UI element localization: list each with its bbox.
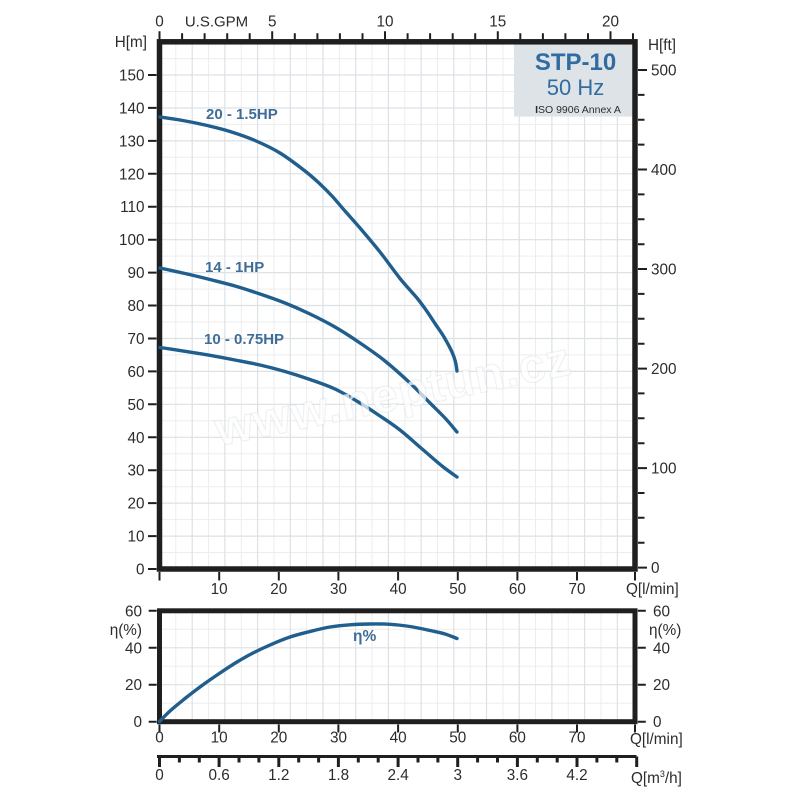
svg-text:Q[l/min]: Q[l/min] <box>626 581 679 598</box>
svg-text:90: 90 <box>127 265 144 282</box>
svg-text:0: 0 <box>651 560 660 577</box>
svg-text:60: 60 <box>509 730 526 747</box>
svg-text:14 - 1HP: 14 - 1HP <box>205 259 264 276</box>
svg-text:100: 100 <box>119 232 145 249</box>
svg-text:50: 50 <box>127 397 144 414</box>
svg-text:10 - 0.75HP: 10 - 0.75HP <box>204 331 284 348</box>
svg-text:15: 15 <box>489 14 506 31</box>
svg-text:20: 20 <box>127 496 144 513</box>
svg-text:40: 40 <box>390 730 407 747</box>
svg-text:400: 400 <box>651 162 677 179</box>
svg-text:Q[l/min]: Q[l/min] <box>630 731 683 748</box>
svg-text:30: 30 <box>127 463 144 480</box>
svg-text:140: 140 <box>119 100 145 117</box>
svg-text:130: 130 <box>119 133 145 150</box>
svg-text:η(%): η(%) <box>110 622 142 639</box>
svg-text:30: 30 <box>330 581 347 598</box>
svg-text:10: 10 <box>127 529 144 546</box>
svg-text:70: 70 <box>569 581 586 598</box>
svg-text:10: 10 <box>211 581 228 598</box>
svg-text:STP-10: STP-10 <box>535 49 616 76</box>
svg-text:80: 80 <box>127 298 144 315</box>
svg-text:300: 300 <box>651 262 677 279</box>
svg-text:60: 60 <box>509 581 526 598</box>
svg-text:50: 50 <box>449 730 466 747</box>
svg-text:0: 0 <box>155 730 164 747</box>
svg-text:10: 10 <box>211 730 228 747</box>
svg-text:40: 40 <box>125 640 142 657</box>
svg-text:η%: η% <box>353 628 376 645</box>
svg-text:20: 20 <box>270 730 287 747</box>
svg-text:100: 100 <box>651 461 677 478</box>
svg-text:110: 110 <box>120 199 144 216</box>
svg-text:70: 70 <box>127 331 144 348</box>
svg-text:10: 10 <box>376 14 393 31</box>
svg-text:60: 60 <box>125 603 142 620</box>
svg-text:1.8: 1.8 <box>328 767 349 784</box>
svg-text:H[ft]: H[ft] <box>648 37 676 54</box>
svg-text:20: 20 <box>602 14 619 31</box>
svg-text:3: 3 <box>453 767 462 784</box>
svg-text:2.4: 2.4 <box>387 767 409 784</box>
svg-text:20: 20 <box>653 677 670 694</box>
svg-text:0: 0 <box>155 14 164 31</box>
svg-text:ISO 9906 Annex A: ISO 9906 Annex A <box>535 104 621 116</box>
svg-text:50: 50 <box>449 581 466 598</box>
svg-text:60: 60 <box>653 603 670 620</box>
svg-text:70: 70 <box>569 730 586 747</box>
svg-text:40: 40 <box>390 581 407 598</box>
svg-text:20: 20 <box>270 581 287 598</box>
svg-text:1.2: 1.2 <box>268 767 289 784</box>
svg-text:5: 5 <box>268 14 277 31</box>
svg-text:H[m]: H[m] <box>115 34 147 51</box>
svg-text:0.6: 0.6 <box>209 767 230 784</box>
svg-text:U.S.GPM: U.S.GPM <box>185 14 248 31</box>
svg-text:Q[m3/h]: Q[m3/h] <box>631 769 682 787</box>
svg-text:50 Hz: 50 Hz <box>547 75 604 100</box>
svg-text:500: 500 <box>651 63 677 80</box>
svg-text:0: 0 <box>155 767 164 784</box>
svg-text:200: 200 <box>651 361 677 378</box>
svg-text:150: 150 <box>119 68 145 85</box>
svg-text:0: 0 <box>653 714 662 731</box>
svg-text:20: 20 <box>125 677 142 694</box>
svg-text:0: 0 <box>136 562 145 579</box>
svg-text:60: 60 <box>127 364 144 381</box>
svg-text:η(%): η(%) <box>649 622 681 639</box>
svg-text:0: 0 <box>133 714 142 731</box>
svg-text:120: 120 <box>119 166 145 183</box>
svg-text:20 - 1.5HP: 20 - 1.5HP <box>206 106 278 123</box>
svg-text:40: 40 <box>127 430 144 447</box>
svg-text:4.2: 4.2 <box>566 767 587 784</box>
svg-text:3.6: 3.6 <box>507 767 528 784</box>
svg-text:30: 30 <box>330 730 347 747</box>
svg-text:40: 40 <box>653 640 670 657</box>
